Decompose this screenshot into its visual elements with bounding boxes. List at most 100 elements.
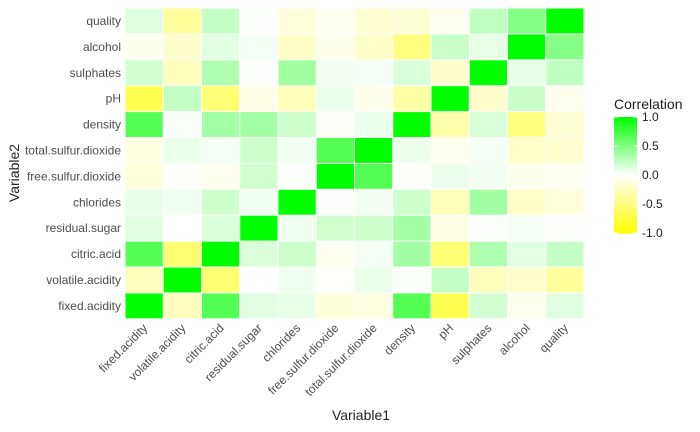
heatmap-cells [125, 8, 584, 319]
heatmap-cell [202, 86, 240, 112]
x-tick-labels: fixed.acidityvolatile.aciditycitric.acid… [96, 321, 571, 399]
legend-colorbar-segment [614, 129, 637, 132]
y-tick-label: alcohol [83, 40, 121, 54]
heatmap-cell [469, 112, 507, 137]
y-tick-label: quality [86, 14, 121, 28]
heatmap-cell [202, 163, 240, 189]
heatmap-cell [125, 215, 163, 241]
heatmap-cell [125, 293, 163, 319]
heatmap-cell [163, 293, 201, 319]
heatmap-cell [469, 60, 507, 86]
heatmap-cell [240, 163, 278, 189]
heatmap-cell [163, 60, 201, 86]
heatmap-cell [240, 293, 278, 319]
legend-colorbar-segment [614, 227, 637, 230]
heatmap-cell [546, 189, 584, 215]
heatmap-cell [202, 138, 240, 163]
legend-colorbar-segment [614, 183, 637, 186]
heatmap-cell [278, 293, 316, 319]
heatmap-cell [278, 163, 316, 189]
heatmap-cell [163, 86, 201, 112]
heatmap-cell [316, 112, 354, 137]
legend-colorbar-segment [614, 155, 637, 158]
heatmap-cell [508, 163, 546, 189]
legend-tick-label: -1.0 [642, 226, 663, 240]
heatmap-cell [316, 215, 354, 241]
y-tick-label: sulphates [70, 66, 121, 80]
legend-colorbar-segment [614, 187, 637, 190]
heatmap-cell [278, 60, 316, 86]
legend-colorbar-segment [614, 173, 637, 176]
legend-colorbar-segment [614, 139, 637, 142]
heatmap-cell [508, 138, 546, 163]
heatmap-cell [508, 112, 546, 137]
legend-colorbar-segment [614, 135, 637, 138]
heatmap-cell [202, 34, 240, 60]
heatmap-cell [355, 189, 393, 215]
x-tick-label: quality [537, 321, 571, 355]
heatmap-cell [431, 138, 469, 163]
legend-colorbar-segment [614, 193, 637, 196]
heatmap-cell [355, 293, 393, 319]
heatmap-cell [546, 215, 584, 241]
legend-colorbar-segment [614, 211, 637, 214]
heatmap-cell [469, 8, 507, 34]
heatmap-cell [393, 293, 431, 319]
legend-colorbar-segment [614, 221, 637, 224]
y-tick-label: residual.sugar [46, 221, 121, 235]
heatmap-cell [431, 189, 469, 215]
legend-colorbar-segment [614, 151, 637, 154]
heatmap-cell [393, 34, 431, 60]
heatmap-cell [508, 34, 546, 60]
heatmap-cell [278, 189, 316, 215]
heatmap-cell [355, 138, 393, 163]
legend-colorbar-segment [614, 137, 637, 140]
heatmap-cell [508, 189, 546, 215]
heatmap-cell [316, 189, 354, 215]
y-tick-labels: fixed.acidity volatile.acidity citric.acid… [25, 14, 121, 313]
heatmap-cell [355, 60, 393, 86]
legend-colorbar-segment [614, 185, 637, 188]
heatmap-cell [393, 241, 431, 267]
legend-colorbar-segment [614, 197, 637, 200]
heatmap-cell [163, 215, 201, 241]
legend-colorbar-segment [614, 117, 637, 120]
heatmap-cell [431, 60, 469, 86]
heatmap-cell [278, 112, 316, 137]
heatmap-cell [125, 241, 163, 267]
heatmap-cell [431, 241, 469, 267]
heatmap-cell [163, 112, 201, 137]
heatmap-cell [431, 112, 469, 137]
heatmap-cell [469, 215, 507, 241]
legend: Correlation 1.0 0.5 0.0 -0.5 -1.0 [614, 96, 682, 240]
heatmap-cell [125, 60, 163, 86]
heatmap-cell [431, 8, 469, 34]
heatmap-cell [278, 8, 316, 34]
x-tick-label: sulphates [448, 321, 494, 367]
heatmap-cell [508, 8, 546, 34]
heatmap-cell [546, 112, 584, 137]
legend-colorbar-segment [614, 219, 637, 222]
legend-colorbar-segment [614, 125, 637, 128]
legend-colorbar-segment [614, 201, 637, 204]
legend-colorbar-segment [614, 171, 637, 174]
legend-colorbar-segment [614, 217, 637, 220]
heatmap-cell [163, 189, 201, 215]
heatmap-cell [240, 60, 278, 86]
legend-colorbar-segment [614, 159, 637, 162]
heatmap-cell [240, 215, 278, 241]
heatmap-cell [240, 241, 278, 267]
heatmap-cell [355, 241, 393, 267]
heatmap-cell [278, 34, 316, 60]
legend-colorbar-segment [614, 141, 637, 144]
heatmap-cell [316, 163, 354, 189]
heatmap-cell [546, 293, 584, 319]
heatmap-cell [546, 241, 584, 267]
heatmap-cell [125, 34, 163, 60]
y-tick-label: density [83, 118, 121, 132]
legend-colorbar-segment [614, 213, 637, 216]
legend-colorbar-segment [614, 205, 637, 208]
heatmap-cell [163, 267, 201, 293]
heatmap-cell [393, 86, 431, 112]
